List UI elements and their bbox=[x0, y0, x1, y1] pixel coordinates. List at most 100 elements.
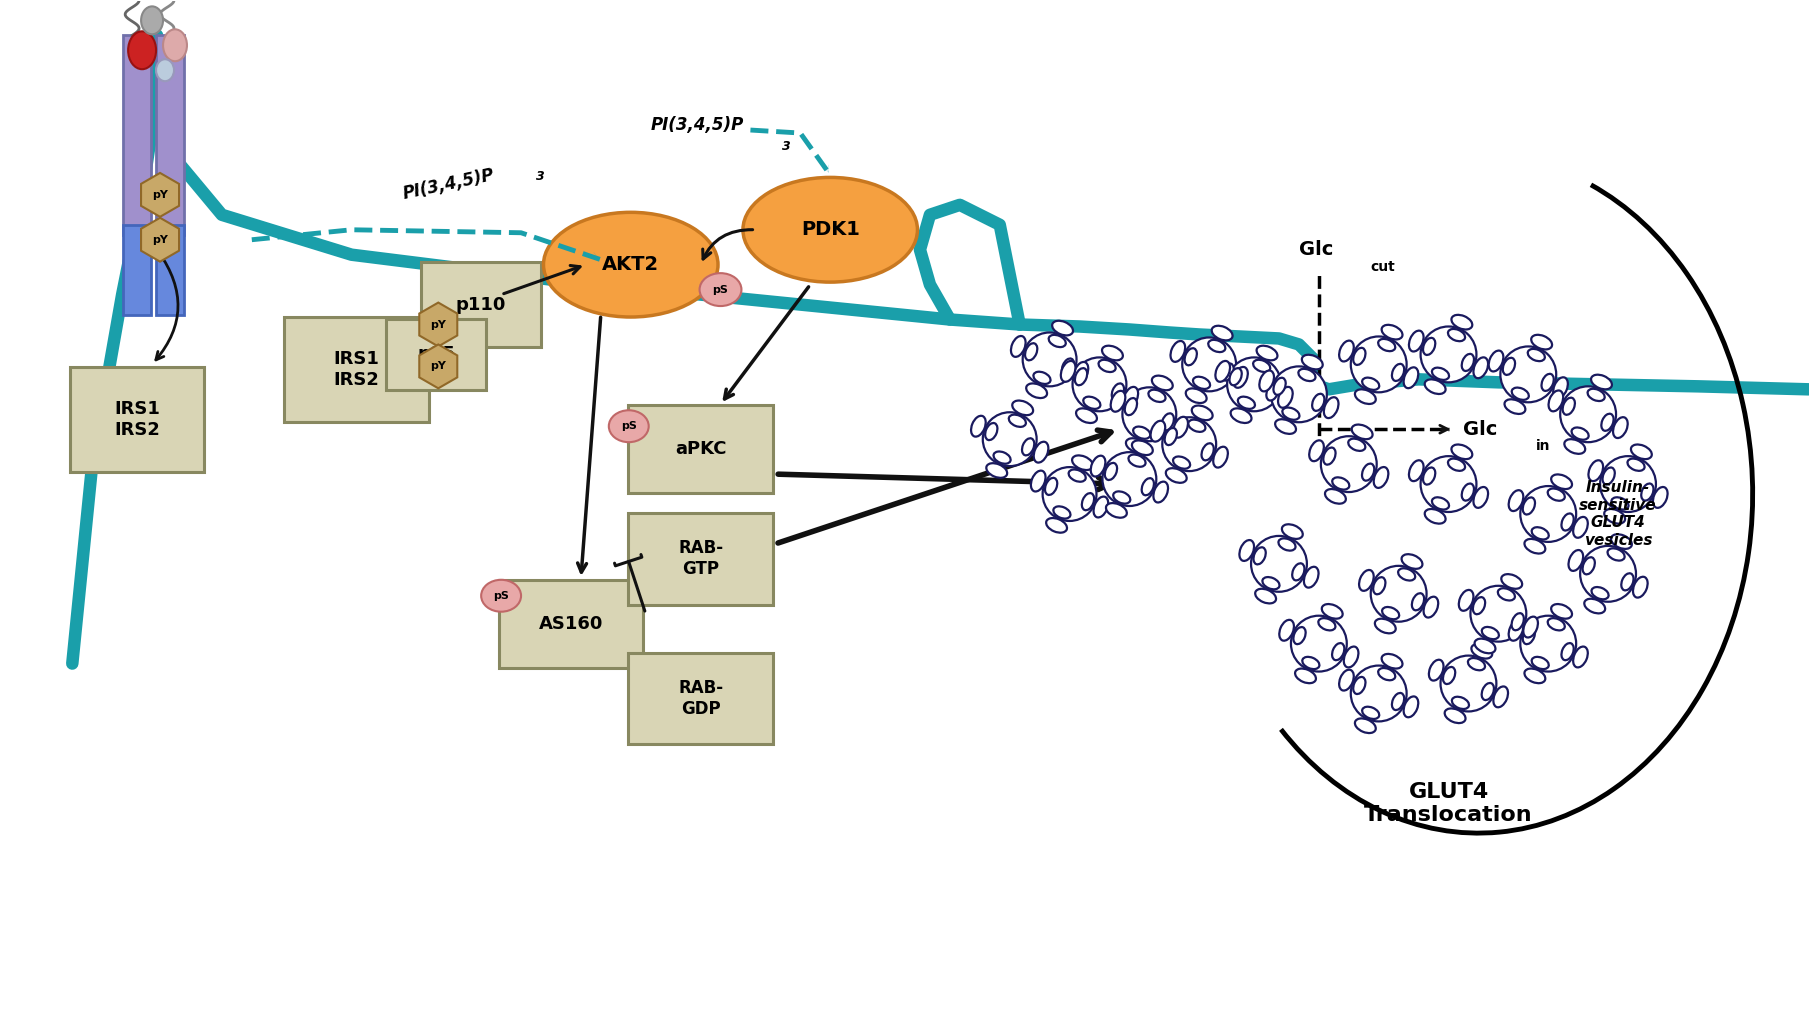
Ellipse shape bbox=[1208, 340, 1226, 352]
Ellipse shape bbox=[971, 416, 985, 437]
Ellipse shape bbox=[1608, 549, 1624, 561]
Ellipse shape bbox=[1525, 538, 1545, 554]
Ellipse shape bbox=[1503, 358, 1516, 375]
Ellipse shape bbox=[1141, 479, 1154, 495]
Ellipse shape bbox=[1152, 375, 1174, 390]
Circle shape bbox=[1500, 347, 1556, 403]
Ellipse shape bbox=[1304, 567, 1318, 588]
Text: 3: 3 bbox=[782, 140, 791, 153]
FancyBboxPatch shape bbox=[156, 35, 185, 235]
Ellipse shape bbox=[1128, 454, 1146, 466]
Ellipse shape bbox=[1382, 324, 1402, 340]
Ellipse shape bbox=[1509, 490, 1523, 511]
Ellipse shape bbox=[1110, 390, 1125, 412]
FancyBboxPatch shape bbox=[422, 263, 541, 347]
Ellipse shape bbox=[1481, 683, 1494, 700]
Ellipse shape bbox=[1081, 493, 1094, 510]
Ellipse shape bbox=[1469, 658, 1485, 670]
Ellipse shape bbox=[1253, 548, 1266, 565]
Ellipse shape bbox=[1061, 359, 1074, 375]
Ellipse shape bbox=[1583, 558, 1595, 574]
Ellipse shape bbox=[1443, 667, 1456, 684]
Ellipse shape bbox=[1184, 348, 1197, 365]
Ellipse shape bbox=[1614, 417, 1628, 438]
Text: RAB-
GTP: RAB- GTP bbox=[677, 539, 723, 578]
Ellipse shape bbox=[1362, 463, 1375, 481]
Circle shape bbox=[1420, 327, 1476, 382]
Ellipse shape bbox=[1632, 444, 1652, 459]
Ellipse shape bbox=[1362, 707, 1380, 719]
Ellipse shape bbox=[1501, 574, 1523, 589]
Ellipse shape bbox=[1404, 367, 1418, 388]
Ellipse shape bbox=[1072, 455, 1094, 470]
Ellipse shape bbox=[1174, 417, 1188, 438]
Ellipse shape bbox=[1282, 408, 1300, 420]
Ellipse shape bbox=[1215, 361, 1230, 382]
Ellipse shape bbox=[1186, 388, 1206, 403]
Ellipse shape bbox=[1474, 357, 1489, 378]
Ellipse shape bbox=[482, 580, 522, 611]
Ellipse shape bbox=[1027, 383, 1047, 399]
Ellipse shape bbox=[1293, 564, 1304, 580]
Ellipse shape bbox=[1273, 378, 1286, 394]
Ellipse shape bbox=[1125, 399, 1137, 415]
Ellipse shape bbox=[1255, 589, 1277, 603]
Ellipse shape bbox=[1094, 497, 1108, 517]
Ellipse shape bbox=[1239, 396, 1255, 409]
Ellipse shape bbox=[1425, 379, 1445, 394]
Ellipse shape bbox=[1634, 577, 1648, 597]
Ellipse shape bbox=[1628, 458, 1644, 470]
Ellipse shape bbox=[1025, 343, 1038, 360]
Ellipse shape bbox=[1588, 388, 1605, 401]
Polygon shape bbox=[141, 173, 179, 217]
Text: Glc: Glc bbox=[1463, 420, 1498, 439]
Ellipse shape bbox=[1192, 406, 1213, 420]
Ellipse shape bbox=[1393, 364, 1404, 381]
Circle shape bbox=[1271, 366, 1327, 422]
Ellipse shape bbox=[1474, 487, 1489, 508]
Ellipse shape bbox=[987, 463, 1007, 478]
Ellipse shape bbox=[1548, 390, 1563, 412]
Text: Insulin-
sensitive
GLUT4
vesicles: Insulin- sensitive GLUT4 vesicles bbox=[1579, 481, 1657, 548]
Ellipse shape bbox=[1653, 487, 1668, 508]
Circle shape bbox=[1183, 338, 1237, 391]
Text: Glc: Glc bbox=[1298, 240, 1333, 260]
Ellipse shape bbox=[1523, 627, 1536, 644]
Ellipse shape bbox=[1107, 503, 1126, 518]
Ellipse shape bbox=[1166, 468, 1186, 483]
Circle shape bbox=[1163, 417, 1217, 472]
Ellipse shape bbox=[1114, 492, 1130, 504]
Ellipse shape bbox=[1592, 587, 1608, 599]
Ellipse shape bbox=[1393, 693, 1404, 710]
Circle shape bbox=[1351, 665, 1407, 721]
Ellipse shape bbox=[1481, 627, 1500, 639]
Ellipse shape bbox=[1164, 428, 1177, 445]
Ellipse shape bbox=[1353, 677, 1365, 694]
Ellipse shape bbox=[1239, 540, 1253, 561]
Circle shape bbox=[1440, 656, 1496, 712]
Ellipse shape bbox=[1572, 428, 1588, 440]
Ellipse shape bbox=[1275, 419, 1297, 434]
Circle shape bbox=[1581, 546, 1635, 601]
Ellipse shape bbox=[1509, 620, 1523, 641]
Text: pY: pY bbox=[152, 190, 168, 200]
Text: cut: cut bbox=[1371, 260, 1396, 274]
Circle shape bbox=[1519, 486, 1576, 541]
Ellipse shape bbox=[141, 6, 163, 34]
Ellipse shape bbox=[1279, 620, 1293, 641]
Ellipse shape bbox=[1351, 425, 1373, 439]
Polygon shape bbox=[420, 302, 458, 347]
Ellipse shape bbox=[1378, 668, 1394, 680]
Ellipse shape bbox=[1494, 686, 1509, 708]
Ellipse shape bbox=[1266, 383, 1279, 401]
Ellipse shape bbox=[1009, 415, 1025, 427]
Ellipse shape bbox=[1460, 590, 1474, 610]
Polygon shape bbox=[141, 218, 179, 262]
Ellipse shape bbox=[1049, 335, 1067, 347]
Ellipse shape bbox=[1213, 447, 1228, 467]
Ellipse shape bbox=[1322, 604, 1342, 619]
Ellipse shape bbox=[1355, 719, 1376, 733]
Ellipse shape bbox=[1452, 697, 1469, 709]
Ellipse shape bbox=[1034, 372, 1050, 384]
Ellipse shape bbox=[1445, 709, 1465, 723]
